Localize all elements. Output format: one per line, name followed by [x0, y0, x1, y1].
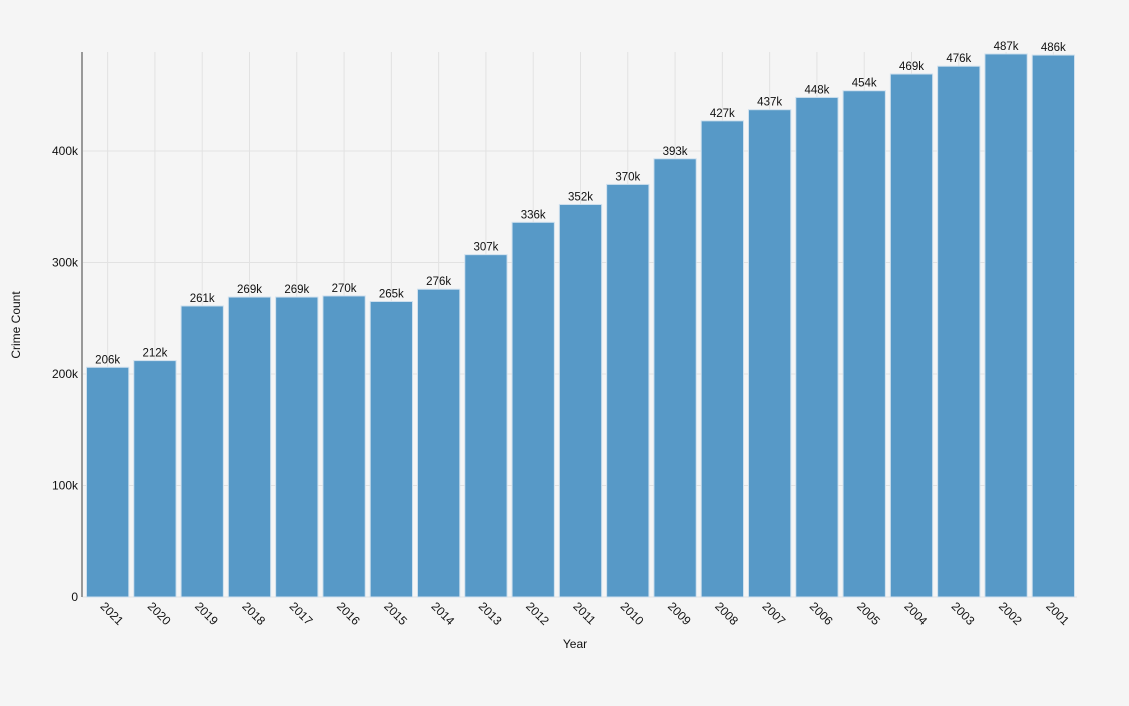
y-axis-ticks: 0 100k 200k 300k 400k [52, 144, 79, 604]
data-label-2019: 261k [190, 293, 215, 305]
bars [86, 53, 1075, 598]
x-tick-label: 2006 [807, 599, 836, 628]
bar-2019[interactable] [180, 305, 224, 598]
y-tick-label: 200k [52, 367, 79, 381]
bar-2006[interactable] [795, 96, 839, 598]
x-tick-label: 2003 [949, 599, 978, 628]
x-tick-label: 2001 [1043, 599, 1072, 628]
x-tick-label: 2021 [98, 599, 127, 628]
x-tick-label: 2009 [665, 599, 694, 628]
x-tick-label: 2012 [523, 599, 552, 628]
x-tick-label: 2002 [996, 599, 1025, 628]
data-label-2006: 448k [804, 84, 829, 96]
x-tick-label: 2010 [618, 599, 647, 628]
data-labels: 206k 212k 261k 269k 269k 270k 265k 276k 307k 336k… [95, 41, 1066, 366]
bar-2004[interactable] [889, 73, 934, 598]
bar-2013[interactable] [464, 254, 508, 598]
bar-2018[interactable] [227, 296, 272, 598]
x-tick-label: 2008 [712, 599, 741, 628]
data-label-2002: 487k [994, 41, 1019, 53]
bar-2008[interactable] [700, 120, 745, 598]
x-tick-label: 2016 [334, 599, 363, 628]
bar-2016[interactable] [322, 295, 366, 598]
x-tick-label: 2017 [287, 599, 316, 628]
bar-2015[interactable] [369, 300, 414, 598]
data-label-2010: 370k [615, 171, 640, 183]
x-axis-ticks: 2021 2020 2019 2018 2017 2016 2015 2014 2013 2012… [98, 599, 1073, 628]
x-tick-label: 2018 [239, 599, 268, 628]
data-label-2004: 469k [899, 61, 924, 73]
data-label-2005: 454k [852, 78, 877, 90]
x-tick-label: 2015 [381, 599, 410, 628]
bar-2021[interactable] [86, 366, 130, 598]
x-tick-label: 2013 [476, 599, 505, 628]
bar-2014[interactable] [417, 288, 461, 598]
data-label-2014: 276k [426, 276, 451, 288]
bar-2020[interactable] [133, 360, 177, 598]
y-tick-label: 0 [71, 590, 78, 604]
data-label-2012: 336k [521, 209, 546, 221]
bar-2005[interactable] [842, 90, 886, 598]
bar-2011[interactable] [558, 203, 603, 598]
x-tick-label: 2005 [854, 599, 883, 628]
y-tick-label: 300k [52, 255, 79, 269]
y-axis-title: Crime Count [9, 291, 23, 359]
bar-2003[interactable] [937, 65, 981, 598]
bar-2001[interactable] [1031, 54, 1075, 598]
data-label-2017: 269k [284, 284, 309, 296]
y-tick-label: 400k [52, 144, 79, 158]
data-label-2011: 352k [568, 191, 593, 203]
data-label-2009: 393k [663, 146, 688, 158]
data-label-2007: 437k [757, 97, 782, 109]
y-tick-label: 100k [52, 478, 79, 492]
x-tick-label: 2020 [145, 599, 174, 628]
data-label-2001: 486k [1041, 42, 1066, 54]
bar-2012[interactable] [511, 221, 555, 598]
data-label-2008: 427k [710, 108, 735, 120]
data-label-2013: 307k [473, 242, 498, 254]
bar-2007[interactable] [748, 109, 792, 598]
data-label-2003: 476k [946, 53, 971, 65]
bar-2002[interactable] [984, 53, 1028, 598]
bar-2017[interactable] [275, 296, 319, 598]
x-tick-label: 2014 [429, 599, 458, 628]
x-axis-title: Year [563, 637, 587, 651]
x-tick-label: 2007 [760, 599, 789, 628]
data-label-2015: 265k [379, 288, 404, 300]
data-label-2018: 269k [237, 284, 262, 296]
x-tick-label: 2004 [901, 599, 930, 628]
x-tick-label: 2019 [192, 599, 221, 628]
x-tick-label: 2011 [570, 599, 598, 627]
data-label-2021: 206k [95, 354, 120, 366]
bar-2009[interactable] [653, 158, 697, 598]
data-label-2016: 270k [332, 283, 357, 295]
data-label-2020: 212k [142, 348, 167, 360]
bar-2010[interactable] [606, 183, 650, 598]
